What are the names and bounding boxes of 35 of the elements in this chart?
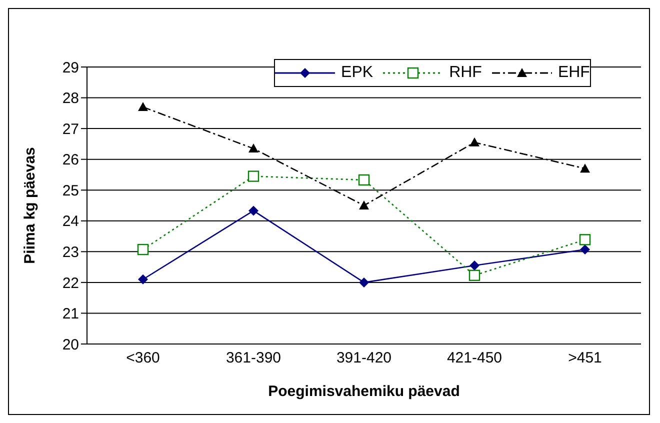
legend-label: RHF (449, 64, 482, 82)
y-tick-label: 23 (62, 244, 79, 261)
point (138, 102, 148, 112)
point (580, 164, 590, 173)
y-tick-label: 24 (62, 213, 79, 230)
y-tick-label: 20 (62, 336, 79, 354)
point (579, 234, 591, 246)
y-tick-label: 22 (62, 274, 79, 292)
y-tick-label: 25 (62, 182, 79, 200)
point (137, 244, 149, 256)
point (358, 174, 370, 186)
legend-label: EPK (341, 64, 374, 82)
point (470, 260, 480, 271)
y-tick-label: 26 (62, 152, 79, 169)
point (248, 206, 258, 216)
y-tick-label: 27 (62, 120, 79, 138)
point (248, 170, 260, 182)
point (138, 274, 148, 284)
x-tick-label: 361-390 (226, 350, 282, 367)
point (468, 270, 480, 281)
y-tick-label: 21 (62, 306, 79, 323)
legend-label: EHF (558, 64, 590, 82)
y-axis-title: Piima kg päevas (21, 147, 38, 264)
x-tick-label: >451 (568, 350, 602, 367)
point (470, 137, 480, 146)
x-tick-label: 391-420 (336, 350, 392, 367)
point (248, 144, 258, 153)
point (359, 200, 369, 210)
y-tick-label: 28 (62, 90, 79, 108)
x-axis-title: Poegimisvahemiku päevad (268, 383, 460, 400)
point (580, 244, 590, 255)
point (359, 277, 369, 288)
x-tick-label: 421-450 (446, 350, 502, 367)
x-tick-label: <360 (126, 350, 160, 367)
y-tick-label: 29 (62, 59, 79, 76)
